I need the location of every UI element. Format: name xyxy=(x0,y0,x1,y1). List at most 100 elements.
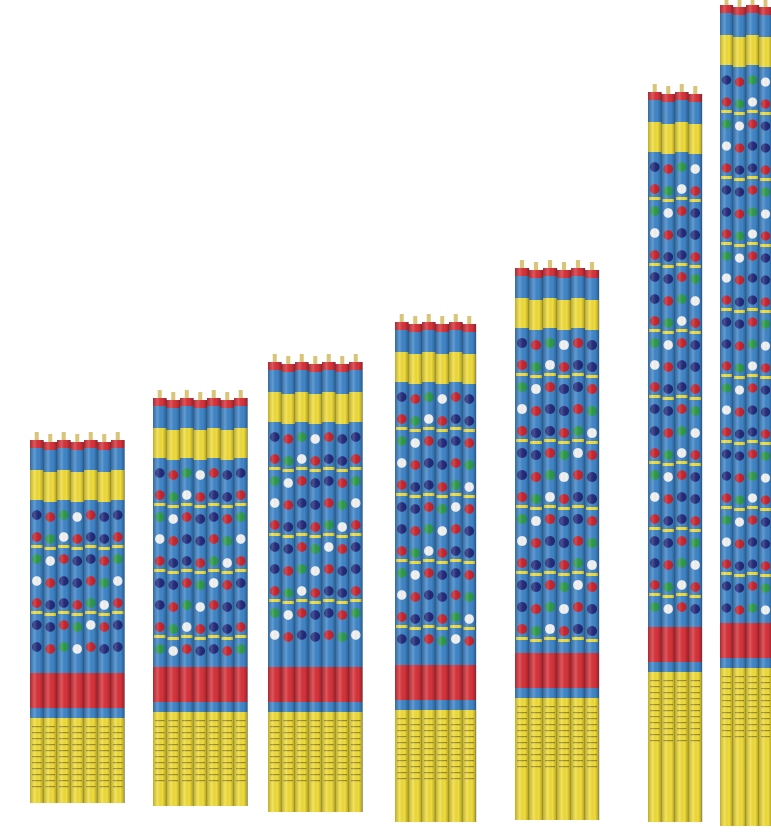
tube-shading xyxy=(395,322,409,822)
tube-bundle xyxy=(648,84,703,822)
fuse-tip xyxy=(413,316,418,325)
tube-shading xyxy=(295,362,309,812)
firework-tube xyxy=(349,354,363,812)
tube-shading xyxy=(281,364,295,812)
fuse-tip xyxy=(453,314,458,323)
firework-tube xyxy=(746,0,760,826)
tube-bundle xyxy=(268,354,363,812)
firework-tube xyxy=(97,434,112,803)
firework-tube xyxy=(529,262,544,820)
firework-tube xyxy=(180,390,194,806)
firework-tube xyxy=(661,86,676,822)
fuse-tip xyxy=(198,392,203,401)
tube-shading xyxy=(648,92,662,822)
tube-shading xyxy=(349,362,363,812)
fuse-tip xyxy=(589,262,595,271)
firework-tube xyxy=(585,262,600,820)
fuse-tip xyxy=(211,390,216,399)
fuse-tip xyxy=(467,316,472,325)
tube-shading xyxy=(661,94,675,822)
firework-tube xyxy=(193,392,208,806)
fuse-tip xyxy=(547,260,553,269)
tube-shading xyxy=(322,362,336,812)
fuse-tip xyxy=(533,262,539,271)
fuse-tip xyxy=(666,86,671,95)
tube-shading xyxy=(193,400,207,806)
tube-shading xyxy=(462,324,476,822)
fuse-tip xyxy=(679,84,684,93)
firework-tube xyxy=(295,354,309,812)
fuse-tip xyxy=(286,356,291,365)
fuse-tip xyxy=(426,314,431,323)
firework-tube xyxy=(395,314,409,822)
firework-tube xyxy=(408,316,423,822)
firework-tube xyxy=(733,0,747,826)
firework-tube xyxy=(57,432,71,803)
firework-tube xyxy=(153,390,167,806)
firework-tube xyxy=(30,432,44,803)
firework-tube xyxy=(70,434,85,803)
tube-shading xyxy=(675,92,689,822)
firework-tube xyxy=(322,354,336,812)
tube-bundle xyxy=(395,314,477,822)
tube-shading xyxy=(166,400,180,806)
fuse-tip xyxy=(225,392,230,401)
fuse-tip xyxy=(157,390,162,399)
tube-bundle xyxy=(153,390,248,806)
firework-tube xyxy=(43,434,58,803)
firework-tube xyxy=(435,316,450,822)
firework-tube xyxy=(220,392,235,806)
firework-tube xyxy=(335,356,350,812)
fuse-tip xyxy=(34,432,39,441)
firework-tube xyxy=(571,260,586,820)
firework-tube xyxy=(557,262,572,820)
fuse-tip xyxy=(561,262,567,271)
tube-shading xyxy=(220,400,234,806)
tube-bundle xyxy=(30,432,125,803)
fuse-tip xyxy=(238,390,243,399)
firework-tube xyxy=(449,314,463,822)
firework-tube xyxy=(720,0,734,826)
tube-shading xyxy=(759,7,771,826)
tube-bundle xyxy=(720,0,771,826)
fuse-tip xyxy=(171,392,176,401)
firework-tube xyxy=(111,432,125,803)
fuse-tip xyxy=(115,432,120,441)
fuse-tip xyxy=(326,354,331,363)
fuse-tip xyxy=(272,354,277,363)
fuse-tip xyxy=(652,84,657,93)
tube-shading xyxy=(688,94,702,822)
fuse-tip xyxy=(693,86,698,95)
tube-shading xyxy=(515,268,529,820)
tube-shading xyxy=(720,5,733,826)
fuse-tip xyxy=(750,0,755,6)
tube-shading xyxy=(153,398,167,806)
firework-tube xyxy=(759,0,771,826)
fuse-tip xyxy=(353,354,358,363)
tube-shading xyxy=(449,322,463,822)
firework-tube xyxy=(515,260,530,820)
firework-tube xyxy=(207,390,221,806)
tube-shading xyxy=(335,364,349,812)
fuse-tip xyxy=(340,356,345,365)
tube-shading xyxy=(234,398,248,806)
fuse-tip xyxy=(88,432,93,441)
tube-shading xyxy=(207,398,221,806)
fuse-tip xyxy=(75,434,80,443)
firework-tube xyxy=(543,260,558,820)
firework-tube xyxy=(234,390,248,806)
fuse-tip xyxy=(48,434,53,443)
fuse-tip xyxy=(61,432,66,441)
tube-shading xyxy=(268,362,282,812)
firework-tube xyxy=(281,356,296,812)
fuse-tip xyxy=(724,0,729,6)
firework-tube xyxy=(308,356,323,812)
tube-bundle xyxy=(515,260,600,820)
firework-tube xyxy=(675,84,689,822)
firework-tube xyxy=(268,354,282,812)
fuse-tip xyxy=(440,316,445,325)
fuse-tip xyxy=(763,0,768,8)
tube-shading xyxy=(308,364,322,812)
